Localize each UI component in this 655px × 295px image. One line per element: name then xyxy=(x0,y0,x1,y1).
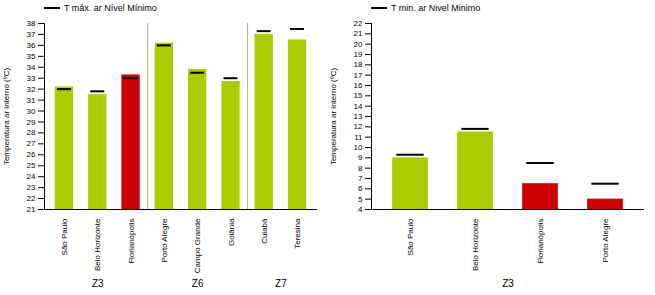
svg-text:24: 24 xyxy=(27,172,36,181)
svg-text:13: 13 xyxy=(354,112,363,121)
svg-text:Belo Horizonte: Belo Horizonte xyxy=(93,218,102,271)
svg-text:20: 20 xyxy=(354,40,363,49)
svg-text:São Paulo: São Paulo xyxy=(406,218,415,255)
svg-text:Z3: Z3 xyxy=(502,278,514,289)
svg-text:32: 32 xyxy=(27,85,36,94)
svg-text:22: 22 xyxy=(354,19,363,28)
html-text:T máx. ar Nível Mínimo: T máx. ar Nível Mínimo xyxy=(64,2,157,13)
svg-text:Belo Horizonte: Belo Horizonte xyxy=(471,218,480,271)
svg-text:34: 34 xyxy=(27,63,36,72)
svg-text:10: 10 xyxy=(354,143,363,152)
svg-text:6: 6 xyxy=(358,184,363,193)
svg-text:38: 38 xyxy=(27,19,36,28)
svg-text:Florianópolis: Florianópolis xyxy=(536,219,545,264)
svg-text:Temperatura ar interno (ºC): Temperatura ar interno (ºC) xyxy=(2,68,11,166)
svg-text:29: 29 xyxy=(27,118,36,127)
svg-text:15: 15 xyxy=(354,91,363,100)
svg-text:26: 26 xyxy=(27,150,36,159)
svg-text:30: 30 xyxy=(27,107,36,116)
svg-text:4: 4 xyxy=(358,205,363,214)
svg-text:25: 25 xyxy=(27,161,36,170)
svg-text:São Paulo: São Paulo xyxy=(60,218,69,255)
svg-text:17: 17 xyxy=(354,71,363,80)
svg-text:Temperatura ar interno (ºC): Temperatura ar interno (ºC) xyxy=(329,68,338,166)
svg-text:18: 18 xyxy=(354,60,363,69)
svg-text:Teresina: Teresina xyxy=(293,218,302,249)
svg-text:14: 14 xyxy=(354,102,363,111)
svg-text:33: 33 xyxy=(27,74,36,83)
svg-text:16: 16 xyxy=(354,81,363,90)
svg-text:21: 21 xyxy=(27,205,36,214)
svg-text:5: 5 xyxy=(358,195,363,204)
svg-text:Z7: Z7 xyxy=(275,278,287,289)
svg-text:Z6: Z6 xyxy=(192,278,204,289)
svg-text:8: 8 xyxy=(358,164,363,173)
svg-text:Z3: Z3 xyxy=(92,278,104,289)
svg-text:Cuiabá: Cuiabá xyxy=(260,218,269,244)
svg-text:35: 35 xyxy=(27,52,36,61)
svg-text:Florianópolis: Florianópolis xyxy=(127,219,136,264)
svg-text:Porto Alegre: Porto Alegre xyxy=(601,218,610,263)
svg-text:23: 23 xyxy=(27,183,36,192)
svg-text:9: 9 xyxy=(358,153,363,162)
svg-text:31: 31 xyxy=(27,96,36,105)
svg-text:Goiânia: Goiânia xyxy=(226,218,235,246)
svg-text:7: 7 xyxy=(358,174,363,183)
svg-text:12: 12 xyxy=(354,122,363,131)
svg-text:36: 36 xyxy=(27,41,36,50)
svg-text:11: 11 xyxy=(354,133,363,142)
html-text:T min. ar Nivel Minimo: T min. ar Nivel Minimo xyxy=(391,2,481,13)
svg-text:37: 37 xyxy=(27,30,36,39)
svg-text:22: 22 xyxy=(27,194,36,203)
svg-text:19: 19 xyxy=(354,50,363,59)
svg-text:21: 21 xyxy=(354,29,363,38)
svg-text:Campo Grande: Campo Grande xyxy=(193,218,202,273)
svg-text:28: 28 xyxy=(27,128,36,137)
svg-text:Porto Alegre: Porto Alegre xyxy=(160,218,169,263)
svg-text:27: 27 xyxy=(27,139,36,148)
